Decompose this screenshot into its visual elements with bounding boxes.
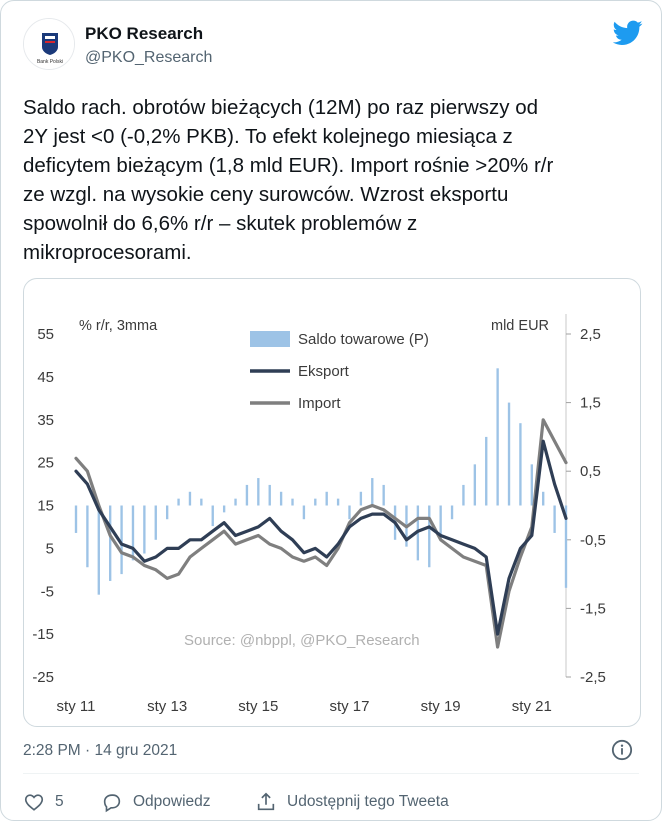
y-left-tick-5: 5	[46, 540, 54, 557]
saldo-bar	[257, 478, 260, 506]
reply-label: Odpowiedz	[133, 793, 211, 810]
saldo-bar	[348, 505, 351, 520]
twitter-bird-icon[interactable]	[613, 20, 643, 46]
saldo-bar	[234, 498, 237, 506]
saldo-bar	[200, 498, 203, 506]
tweet-header: Bank Polski PKO Research @PKO_Research	[23, 18, 643, 74]
info-icon[interactable]	[611, 739, 633, 761]
share-icon	[257, 792, 275, 811]
saldo-bar	[154, 505, 157, 540]
saldo-bar	[519, 423, 522, 506]
y-left-tick-8: -25	[32, 669, 54, 686]
y-left-tick-4: 15	[37, 498, 54, 515]
saldo-bar	[450, 505, 454, 520]
series-line-eksport	[74, 439, 568, 636]
saldo-bar	[291, 498, 294, 506]
y-right-tick-1: 1,5	[580, 395, 601, 412]
saldo-bar	[382, 484, 385, 506]
reply-button[interactable]: Odpowiedz	[101, 788, 211, 816]
reply-icon	[103, 794, 121, 813]
series-line-import	[74, 418, 568, 649]
saldo-bar	[507, 402, 511, 506]
saldo-bar	[564, 505, 568, 588]
saldo-bar	[553, 505, 556, 533]
saldo-bar	[177, 498, 180, 506]
y-right-tick-2: 0,5	[580, 463, 601, 480]
saldo-bar	[109, 505, 112, 581]
y-left-tick-3: 25	[37, 455, 54, 472]
x-tick-3: sty 17	[329, 698, 369, 715]
saldo-bar	[279, 491, 283, 506]
saldo-bar	[485, 436, 488, 506]
divider	[23, 773, 639, 774]
saldo-bar	[86, 505, 89, 568]
saldo-bar	[222, 505, 226, 513]
saldo-bar	[371, 478, 374, 506]
saldo-bar	[211, 505, 214, 527]
tweet-timestamp[interactable]: 2:28 PM · 14 gru 2021	[23, 742, 178, 759]
x-tick-4: sty 19	[421, 698, 461, 715]
tweet-actions: 5 Odpowiedz Udostępnij tego Tweeta	[23, 788, 643, 816]
saldo-bar	[496, 368, 499, 506]
share-button[interactable]: Udostępnij tego Tweeta	[255, 788, 449, 816]
left-axis-label: % r/r, 3mma	[79, 318, 158, 334]
trade-chart: 55 45 35 25 15 5 -5 -15 -25 2,5 1,5 0,5 -0,5 -1,5 -2,5…	[32, 314, 606, 715]
pko-logo-icon: Bank Polski	[24, 19, 74, 69]
saldo-bar	[97, 505, 100, 595]
saldo-bar	[188, 491, 192, 506]
saldo-bar	[325, 491, 328, 506]
display-name[interactable]: PKO Research	[85, 24, 204, 43]
y-right-tick-3: -0,5	[580, 532, 606, 549]
chart-image[interactable]: 55 45 35 25 15 5 -5 -15 -25 2,5 1,5 0,5 -0,5 -1,5 -2,5…	[23, 278, 641, 727]
heart-icon	[24, 794, 44, 811]
y-left-tick-0: 55	[37, 326, 54, 343]
saldo-bar	[302, 505, 306, 520]
saldo-bar	[462, 484, 465, 506]
tweet-text: Saldo rach. obrotów bieżących (12M) po r…	[23, 96, 554, 264]
saldo-bar	[439, 505, 442, 540]
y-left-tick-7: -15	[32, 626, 54, 643]
y-left-tick-1: 45	[37, 369, 54, 386]
avatar[interactable]: Bank Polski	[23, 18, 75, 70]
y-right-tick-5: -2,5	[580, 669, 606, 686]
share-label: Udostępnij tego Tweeta	[287, 793, 449, 810]
y-right-tick-0: 2,5	[580, 326, 601, 343]
legend-label-1: Eksport	[298, 363, 350, 380]
account-handle[interactable]: @PKO_Research	[85, 49, 213, 66]
saldo-bar	[336, 498, 340, 506]
y-left-tick-2: 35	[37, 412, 54, 429]
legend-label-2: Import	[298, 395, 341, 412]
saldo-bar	[165, 505, 169, 520]
y-left-tick-6: -5	[41, 583, 54, 600]
saldo-bar	[314, 498, 317, 506]
saldo-bar	[359, 491, 363, 506]
x-tick-2: sty 15	[238, 698, 278, 715]
right-axis-label: mld EUR	[491, 318, 549, 334]
saldo-bar	[74, 505, 78, 533]
x-tick-0: sty 11	[57, 698, 96, 715]
saldo-bar	[428, 505, 431, 568]
x-tick-5: sty 21	[512, 698, 552, 715]
saldo-bar	[131, 505, 135, 561]
saldo-bar	[245, 484, 249, 506]
y-right-tick-4: -1,5	[580, 600, 606, 617]
like-button[interactable]: 5	[23, 788, 64, 816]
saldo-bar	[268, 484, 271, 506]
saldo-bar	[143, 505, 146, 554]
x-tick-1: sty 13	[147, 698, 187, 715]
avatar-caption: Bank Polski	[37, 59, 63, 65]
legend-swatch-saldo	[250, 331, 290, 347]
saldo-bar	[120, 505, 123, 575]
saldo-bar	[473, 464, 477, 506]
like-count: 5	[55, 793, 64, 810]
chart-source: Source: @nbppl, @PKO_Research	[184, 632, 420, 649]
legend-label-0: Saldo towarowe (P)	[298, 331, 429, 348]
saldo-bar	[542, 491, 545, 506]
saldo-bar	[530, 464, 533, 506]
